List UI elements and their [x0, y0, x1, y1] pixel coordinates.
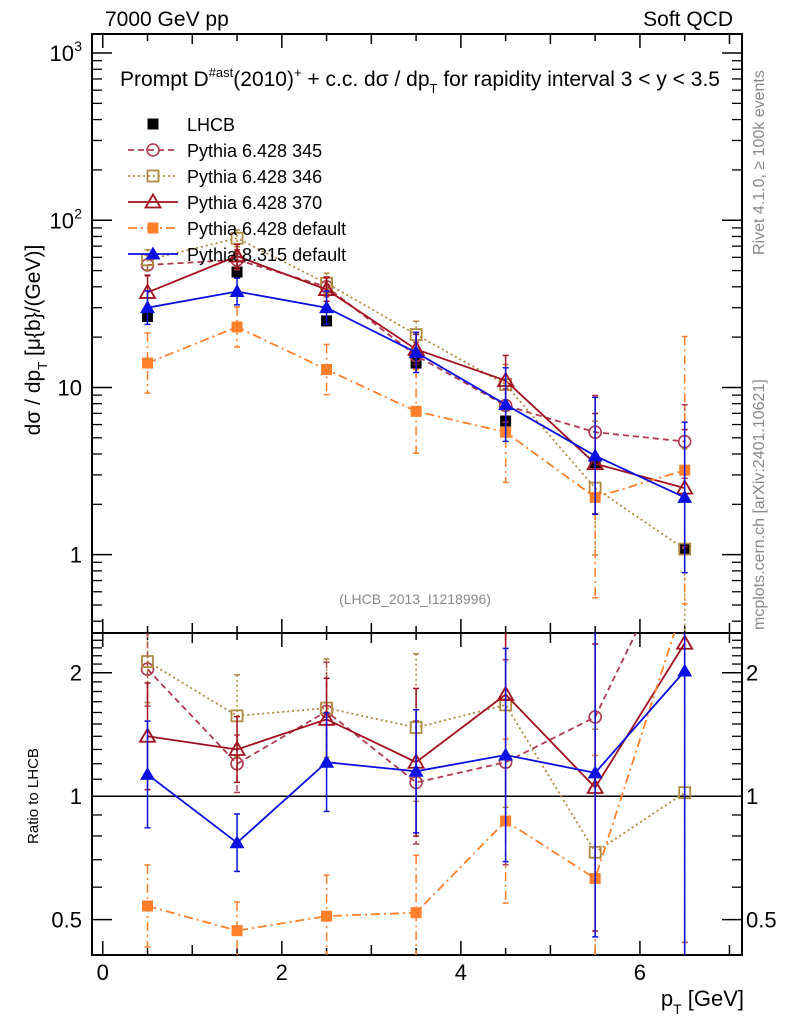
y-tick-label-exponent: 2: [74, 205, 82, 221]
data-point: [321, 910, 333, 922]
series-pythia-8-315-default: [140, 277, 693, 574]
data-point: [321, 364, 333, 376]
legend-entry: Pythia 6.428 370: [128, 192, 322, 213]
data-point: [587, 765, 603, 779]
data-point: [677, 489, 693, 503]
title-part: for rapidity interval 3 < y < 3.5: [437, 68, 719, 91]
data-point: [319, 754, 335, 768]
y-tick-label: 1: [70, 784, 82, 809]
title-part: T: [430, 81, 438, 96]
data-point: [408, 344, 424, 358]
data-point: [227, 246, 247, 263]
data-point: [142, 357, 154, 369]
legend-label: Pythia 6.428 346: [187, 167, 322, 187]
series-group: [138, 633, 694, 955]
y-tick-label: 10: [58, 375, 82, 400]
analysis-id-annotation: (LHCB_2013_I1218996): [339, 591, 491, 607]
legend-label: Pythia 8.315 default: [187, 245, 346, 265]
mcplots-label: mcplots.cern.ch [arXiv:2401.10621]: [751, 379, 768, 630]
y-tick-label-exponent: 3: [74, 38, 82, 54]
series-pythia-8-315-default: [140, 633, 693, 955]
legend-label: Pythia 6.428 370: [187, 193, 322, 213]
y-tick-label-right: 1: [746, 784, 758, 809]
plot-frame: [91, 632, 743, 956]
data-point: [229, 283, 245, 297]
data-point: [319, 300, 335, 314]
ratio-y-label: Ratio to LHCB: [25, 748, 42, 844]
legend-entry: LHCB: [147, 115, 235, 135]
plot-title: Prompt D#ast(2010)+ + c.c. dσ / dpT for …: [120, 65, 720, 96]
legend-marker: [143, 192, 163, 209]
y-tick-label: 0.5: [51, 908, 82, 933]
header-right: Soft QCD: [643, 8, 733, 31]
data-point: [140, 662, 155, 677]
legend-entry: Pythia 6.428 346: [128, 167, 322, 187]
y-label-part: dσ / dp: [22, 370, 45, 436]
y-tick-label: 10: [50, 208, 74, 233]
legend-entry: Pythia 8.315 default: [128, 245, 346, 265]
y-tick-label-right: 2: [746, 661, 758, 686]
x-label-part: [GeV]: [682, 986, 744, 1011]
rivet-label: Rivet 4.1.0, ≥ 100k events: [751, 70, 768, 255]
title-part: +: [294, 65, 302, 80]
x-tick-label: 6: [634, 960, 646, 985]
legend-marker: [145, 246, 161, 260]
header-left: 7000 GeV pp: [105, 8, 229, 31]
legend: LHCB Pythia 6.428 345 Pythia 6.428 346 Pyth…: [128, 115, 346, 265]
legend-entry: Pythia 6.428 default: [128, 219, 346, 239]
y-tick-label: 1: [70, 543, 82, 568]
data-point: [231, 266, 243, 278]
x-tick-label: 2: [276, 960, 288, 985]
title-part: Prompt D: [120, 68, 209, 91]
x-axis-label: pT [GeV]: [661, 986, 744, 1017]
data-point: [410, 907, 422, 919]
y-axis-label: dσ / dpT [μ{b}/(GeV)]: [22, 245, 50, 436]
title-part: #ast: [209, 65, 234, 80]
data-point: [229, 835, 245, 849]
legend-label: Pythia 6.428 345: [187, 141, 322, 161]
legend-marker: [147, 222, 159, 234]
data-point: [140, 766, 156, 780]
title-part: (2010): [233, 68, 294, 91]
data-point: [410, 405, 422, 417]
x-label-part: p: [661, 986, 673, 1011]
series-group: [138, 229, 694, 633]
y-label-part: T: [35, 362, 50, 370]
x-label-part: T: [673, 1001, 682, 1017]
data-point: [498, 747, 514, 761]
data-point: [141, 655, 154, 668]
legend-label: Pythia 6.428 default: [187, 219, 346, 239]
data-point: [227, 740, 247, 756]
data-point: [587, 448, 603, 462]
x-tick-label: 4: [455, 960, 467, 985]
legend-marker: [146, 143, 160, 157]
data-point: [677, 663, 693, 677]
data-point: [231, 321, 243, 333]
legend-marker: [146, 169, 160, 183]
data-point: [498, 397, 514, 411]
legend-marker: [147, 118, 159, 130]
data-point: [140, 300, 156, 314]
title-part: + c.c. dσ / dp: [302, 68, 430, 91]
data-point: [231, 925, 243, 937]
x-tick-label: 0: [97, 960, 109, 985]
data-point: [408, 763, 424, 777]
y-label-part: [μ{b}/(GeV)]: [22, 245, 45, 362]
y-tick-label-right: 0.5: [746, 908, 777, 933]
legend-label: LHCB: [187, 115, 235, 135]
y-tick-label: 2: [70, 661, 82, 686]
y-tick-label: 10: [50, 41, 74, 66]
legend-entry: Pythia 6.428 345: [128, 141, 322, 161]
data-point: [142, 900, 154, 912]
